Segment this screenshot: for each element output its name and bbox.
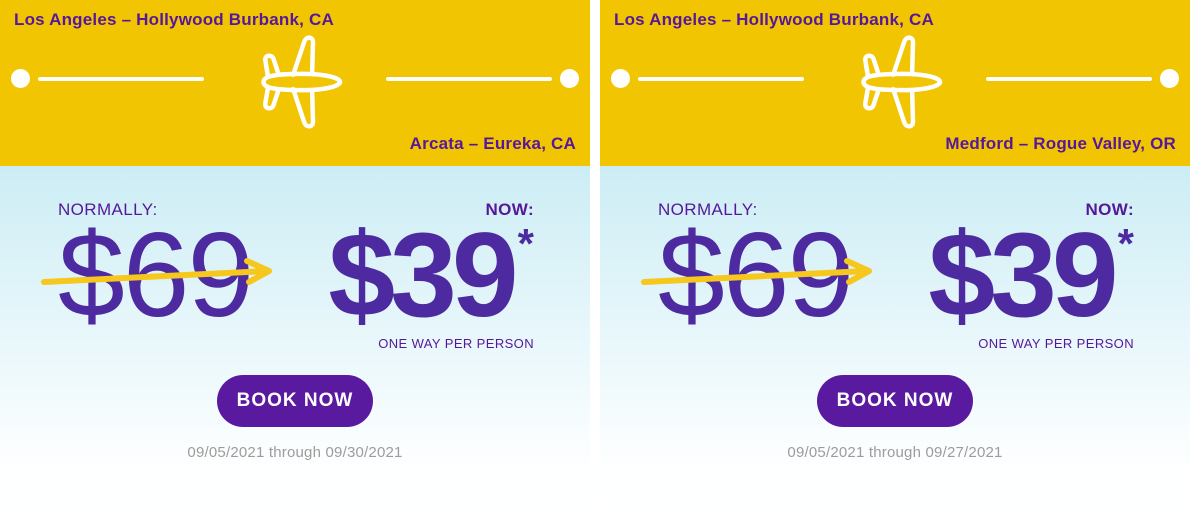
origin-city-label: Los Angeles – Hollywood Burbank, CA — [614, 10, 934, 29]
fare-details: NORMALLY: $69 NOW: $39* ONE WAY PER PE — [0, 166, 590, 511]
new-price-block: NOW: $39* ONE WAY PER PERSON — [328, 200, 534, 351]
route-line-right — [386, 77, 552, 81]
book-now-button[interactable]: BOOK NOW — [817, 375, 973, 428]
old-price-block: NORMALLY: $69 — [641, 200, 872, 335]
route-line-left — [38, 77, 204, 81]
now-label: NOW: — [1085, 200, 1134, 219]
new-price-block: NOW: $39* ONE WAY PER PERSON — [928, 200, 1134, 351]
old-price-block: NORMALLY: $69 — [41, 200, 272, 335]
travel-dates: 09/05/2021 through 09/27/2021 — [787, 444, 1003, 462]
asterisk: * — [517, 220, 534, 267]
destination-city-label: Medford – Rogue Valley, OR — [945, 134, 1176, 153]
origin-city-label: Los Angeles – Hollywood Burbank, CA — [14, 10, 334, 29]
price-comparison: NORMALLY: $69 NOW: $39* ONE WAY PER PE — [600, 166, 1190, 351]
fare-details: NORMALLY: $69 NOW: $39* ONE WAY PER PE — [600, 166, 1190, 511]
normally-label: NORMALLY: — [658, 200, 758, 219]
airplane-icon — [241, 26, 349, 138]
route-banner: Los Angeles – Hollywood Burbank, CA Medf… — [600, 0, 1190, 166]
destination-dot-icon — [1160, 69, 1179, 88]
asterisk: * — [1117, 220, 1134, 267]
normally-label: NORMALLY: — [58, 200, 158, 219]
route-line-right — [986, 77, 1152, 81]
new-price-text: $39 — [928, 208, 1118, 342]
fare-note: ONE WAY PER PERSON — [378, 336, 534, 352]
new-price-value: $39* — [928, 215, 1134, 335]
book-now-button[interactable]: BOOK NOW — [217, 375, 373, 428]
origin-dot-icon — [11, 69, 30, 88]
fare-note: ONE WAY PER PERSON — [978, 336, 1134, 352]
old-price-text: $69 — [658, 208, 854, 342]
fare-card-medford: Los Angeles – Hollywood Burbank, CA Medf… — [600, 0, 1190, 511]
old-price-value: $69 — [641, 215, 872, 335]
travel-dates: 09/05/2021 through 09/30/2021 — [187, 444, 403, 462]
new-price-text: $39 — [328, 208, 518, 342]
new-price-value: $39* — [328, 215, 534, 335]
destination-dot-icon — [560, 69, 579, 88]
airplane-icon — [841, 26, 949, 138]
fare-card-arcata: Los Angeles – Hollywood Burbank, CA Arca… — [0, 0, 590, 511]
now-label: NOW: — [485, 200, 534, 219]
route-line-left — [638, 77, 804, 81]
destination-city-label: Arcata – Eureka, CA — [409, 134, 576, 153]
old-price-text: $69 — [58, 208, 254, 342]
old-price-value: $69 — [41, 215, 272, 335]
route-banner: Los Angeles – Hollywood Burbank, CA Arca… — [0, 0, 590, 166]
price-comparison: NORMALLY: $69 NOW: $39* ONE WAY PER PE — [0, 166, 590, 351]
origin-dot-icon — [611, 69, 630, 88]
